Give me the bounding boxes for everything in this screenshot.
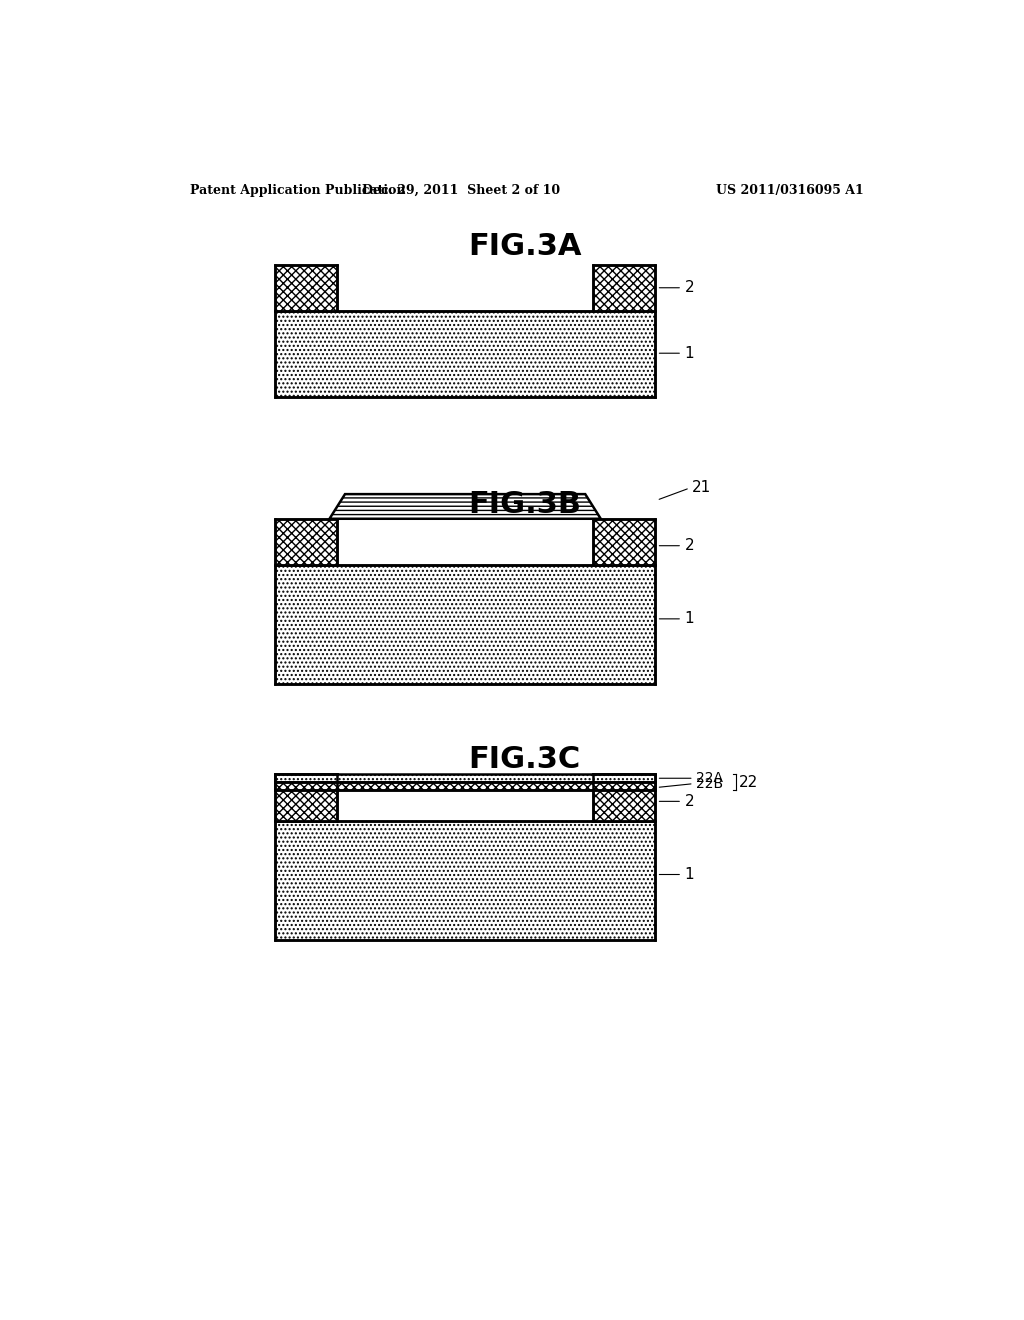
- Text: 2: 2: [684, 793, 694, 809]
- Bar: [275, 565, 655, 684]
- Bar: [275, 519, 337, 565]
- Bar: [275, 775, 655, 781]
- Bar: [275, 264, 337, 312]
- Text: FIG.3A: FIG.3A: [468, 232, 582, 261]
- Text: 22B: 22B: [696, 776, 723, 791]
- Text: 22: 22: [738, 775, 758, 789]
- Bar: [275, 781, 655, 789]
- Bar: [275, 821, 655, 940]
- Bar: [275, 775, 337, 821]
- Text: 2: 2: [684, 280, 694, 296]
- Bar: [593, 775, 655, 821]
- Text: FIG.3B: FIG.3B: [468, 491, 582, 519]
- Text: Dec. 29, 2011  Sheet 2 of 10: Dec. 29, 2011 Sheet 2 of 10: [362, 185, 560, 197]
- Bar: [275, 312, 655, 397]
- Polygon shape: [330, 494, 601, 519]
- Bar: [593, 264, 655, 312]
- Text: 1: 1: [684, 611, 694, 627]
- Text: 22A: 22A: [696, 771, 723, 785]
- Text: 1: 1: [684, 346, 694, 360]
- Text: 2: 2: [684, 539, 694, 553]
- Text: Patent Application Publication: Patent Application Publication: [190, 185, 406, 197]
- Text: US 2011/0316095 A1: US 2011/0316095 A1: [717, 185, 864, 197]
- Text: 21: 21: [692, 480, 712, 495]
- Text: 1: 1: [684, 867, 694, 882]
- Text: FIG.3C: FIG.3C: [469, 744, 581, 774]
- Bar: [593, 519, 655, 565]
